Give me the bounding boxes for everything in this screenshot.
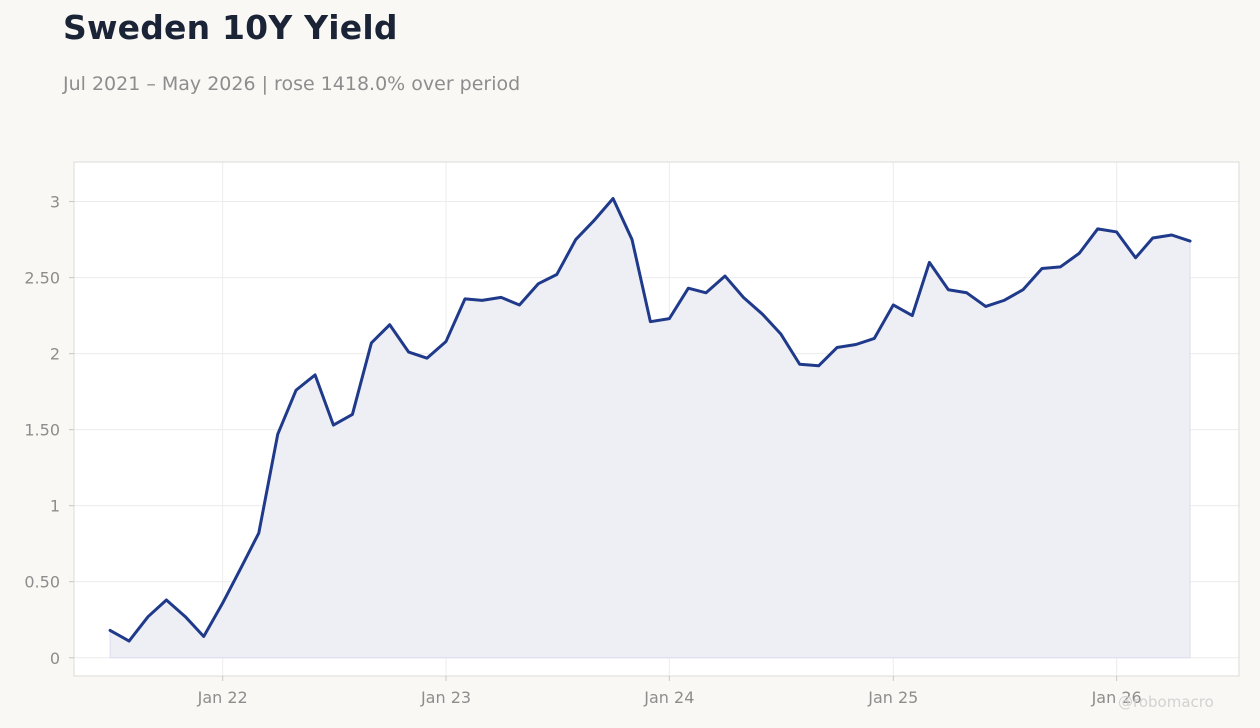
data-point <box>927 260 931 264</box>
data-point <box>741 295 745 299</box>
data-point <box>704 291 708 295</box>
data-point <box>313 373 317 377</box>
chart-title: Sweden 10Y Yield <box>63 8 398 47</box>
data-point <box>444 339 448 343</box>
data-point <box>294 388 298 392</box>
x-tick-label: Jan 24 <box>643 688 694 707</box>
data-point <box>221 601 225 605</box>
x-tick-label: Jan 22 <box>197 688 248 707</box>
data-point <box>872 336 876 340</box>
data-point <box>1077 251 1081 255</box>
data-point <box>835 346 839 350</box>
data-point <box>202 634 206 638</box>
data-point <box>108 628 112 632</box>
data-point <box>480 298 484 302</box>
data-point <box>984 304 988 308</box>
x-axis: Jan 22 Jan 23 Jan 24 Jan 25 Jan 26 <box>197 676 1142 707</box>
data-point <box>648 320 652 324</box>
data-point <box>593 218 597 222</box>
data-point <box>1188 239 1192 243</box>
watermark: @robomacro <box>1118 693 1214 711</box>
data-point <box>723 274 727 278</box>
data-point <box>1096 227 1100 231</box>
y-tick-label: 3 <box>50 193 60 212</box>
data-point <box>350 412 354 416</box>
data-point <box>965 291 969 295</box>
data-point <box>463 297 467 301</box>
data-point <box>257 531 261 535</box>
data-point <box>1151 236 1155 240</box>
data-point <box>388 323 392 327</box>
data-point <box>499 295 503 299</box>
chart-subtitle: Jul 2021 – May 2026 | rose 1418.0% over … <box>63 73 521 95</box>
x-tick-label: Jan 26 <box>1091 688 1142 707</box>
data-point <box>574 238 578 242</box>
x-tick-label: Jan 23 <box>420 688 471 707</box>
data-point <box>517 303 521 307</box>
data-point <box>1134 256 1138 260</box>
data-point <box>240 565 244 569</box>
data-point <box>183 615 187 619</box>
y-axis: 0 0.50 1 1.50 2 2.50 3 <box>24 193 74 668</box>
y-tick-label: 1.50 <box>24 421 60 440</box>
data-point <box>331 423 335 427</box>
data-point <box>686 286 690 290</box>
data-point <box>1170 233 1174 237</box>
data-point <box>667 317 671 321</box>
data-point <box>276 432 280 436</box>
data-point <box>891 303 895 307</box>
data-point <box>425 356 429 360</box>
yield-line <box>108 197 1192 643</box>
data-point <box>555 273 559 277</box>
data-point <box>127 639 131 643</box>
y-tick-label: 1 <box>50 497 60 516</box>
data-point <box>164 598 168 602</box>
x-tick-label: Jan 25 <box>867 688 918 707</box>
data-point <box>946 288 950 292</box>
data-point <box>779 332 783 336</box>
y-tick-label: 2.50 <box>24 269 60 288</box>
data-point <box>798 362 802 366</box>
data-point <box>1040 266 1044 270</box>
data-point <box>1002 298 1006 302</box>
data-point <box>146 615 150 619</box>
data-point <box>536 282 540 286</box>
data-point <box>817 364 821 368</box>
data-point <box>407 350 411 354</box>
data-point <box>854 342 858 346</box>
plot-frame <box>73 161 1240 677</box>
y-tick-label: 0.50 <box>24 573 60 592</box>
data-point <box>369 341 373 345</box>
data-point <box>1021 288 1025 292</box>
data-point <box>1058 265 1062 269</box>
y-tick-label: 2 <box>50 345 60 364</box>
data-point <box>910 314 914 318</box>
data-point <box>1115 230 1119 234</box>
data-point <box>611 196 615 200</box>
data-point <box>760 312 764 316</box>
y-tick-label: 0 <box>50 649 60 668</box>
data-point <box>630 238 634 242</box>
